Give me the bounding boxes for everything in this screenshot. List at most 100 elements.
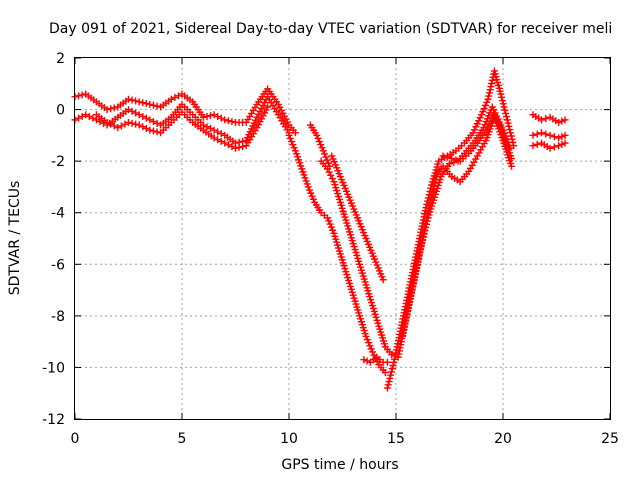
y-tick-label: 0 xyxy=(56,103,65,119)
data-point xyxy=(366,342,374,350)
series-track-n xyxy=(529,139,569,152)
data-point xyxy=(207,112,215,120)
data-point xyxy=(224,141,232,149)
data-point xyxy=(502,113,510,121)
data-point xyxy=(324,159,332,167)
data-point xyxy=(306,186,314,194)
data-point xyxy=(498,93,506,101)
data-point xyxy=(210,126,218,134)
data-point xyxy=(239,143,247,151)
data-point xyxy=(498,97,506,105)
data-point xyxy=(313,131,321,139)
data-point xyxy=(142,124,150,132)
data-point xyxy=(174,92,182,100)
data-point xyxy=(217,137,225,145)
data-point xyxy=(327,223,335,231)
data-point xyxy=(286,134,294,142)
data-point xyxy=(386,374,394,382)
data-point xyxy=(304,183,312,191)
chart-title: Day 091 of 2021, Sidereal Day-to-day VTE… xyxy=(49,21,612,37)
data-point xyxy=(203,112,211,120)
data-point xyxy=(488,79,496,87)
data-point xyxy=(75,92,83,100)
data-point xyxy=(199,113,207,121)
y-tick-label: -10 xyxy=(42,360,65,376)
data-point xyxy=(107,120,115,128)
data-point xyxy=(153,128,161,136)
data-point xyxy=(135,98,143,106)
data-point xyxy=(558,140,566,148)
data-point xyxy=(285,131,293,139)
data-point xyxy=(210,134,218,142)
data-point xyxy=(326,162,334,170)
data-point xyxy=(448,155,456,163)
x-tick-label: 20 xyxy=(494,431,512,447)
data-point xyxy=(500,103,508,111)
x-tick-label: 15 xyxy=(387,431,405,447)
data-point xyxy=(264,103,272,111)
data-point xyxy=(78,112,86,120)
data-point xyxy=(360,356,368,364)
data-point xyxy=(132,97,140,105)
data-point xyxy=(419,233,427,241)
data-point xyxy=(485,92,493,100)
series-track-l xyxy=(439,111,516,165)
data-point xyxy=(387,371,395,379)
data-point xyxy=(501,106,509,114)
data-point xyxy=(363,357,371,365)
data-point xyxy=(128,107,136,115)
data-point xyxy=(422,224,430,232)
data-point xyxy=(210,111,218,119)
data-point xyxy=(546,131,554,139)
data-point xyxy=(387,368,395,376)
data-point xyxy=(367,345,375,353)
data-point xyxy=(203,123,211,131)
y-tick-label: -4 xyxy=(51,206,65,222)
x-axis-label: GPS time / hours xyxy=(281,457,398,473)
data-point xyxy=(503,116,511,124)
data-point xyxy=(506,126,514,134)
data-point xyxy=(508,155,516,163)
data-point xyxy=(110,122,118,130)
data-point xyxy=(542,115,550,123)
data-point xyxy=(443,153,451,161)
data-point xyxy=(558,117,566,125)
data-point xyxy=(538,116,546,124)
data-point xyxy=(149,101,157,109)
data-point xyxy=(388,351,396,359)
data-point xyxy=(508,162,516,170)
series-track-m xyxy=(529,129,569,142)
data-point xyxy=(153,119,161,127)
y-tick-label: 2 xyxy=(56,51,65,67)
series-track-c xyxy=(92,103,272,152)
data-point xyxy=(533,140,541,148)
data-point xyxy=(214,112,222,120)
data-point xyxy=(78,91,86,99)
data-point xyxy=(368,348,376,356)
data-point xyxy=(499,100,507,108)
data-point xyxy=(325,217,333,225)
data-point xyxy=(135,111,143,119)
series-track-g xyxy=(306,121,334,170)
series-track-a xyxy=(71,85,299,137)
series-track-k xyxy=(398,103,513,340)
x-tick-label: 10 xyxy=(280,431,298,447)
data-point xyxy=(217,130,225,138)
data-marks xyxy=(71,67,569,392)
y-tick-label: -6 xyxy=(51,257,65,273)
data-point xyxy=(497,90,505,98)
data-point xyxy=(221,116,229,124)
data-point xyxy=(555,134,563,142)
data-point xyxy=(228,118,236,126)
y-axis-label: SDTVAR / TECUs xyxy=(7,181,23,296)
data-point xyxy=(132,120,140,128)
data-point xyxy=(317,141,325,149)
data-point xyxy=(555,118,563,126)
x-tick-label: 5 xyxy=(178,431,187,447)
data-point xyxy=(379,276,387,284)
data-point xyxy=(214,136,222,144)
data-point xyxy=(319,147,327,155)
data-point xyxy=(221,139,229,147)
data-point xyxy=(322,153,330,161)
data-point xyxy=(146,100,154,108)
